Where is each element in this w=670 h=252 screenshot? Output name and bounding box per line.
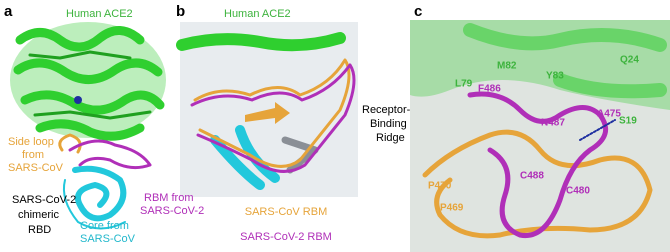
rbm-label: SARS-CoV-2 xyxy=(140,205,204,217)
receptor-label: Human ACE2 xyxy=(224,8,291,20)
residue-label: Q24 xyxy=(620,55,639,66)
ridge-label: Receptor- xyxy=(362,104,411,116)
rbm-label: RBM from xyxy=(144,192,194,204)
ridge-label: Binding xyxy=(370,118,407,130)
residue-label: L79 xyxy=(455,79,473,90)
panel-letter: a xyxy=(4,3,13,20)
core-label: SARS-CoV xyxy=(80,233,136,245)
residue-label: P470 xyxy=(428,181,452,192)
receptor-label: Human ACE2 xyxy=(66,8,133,20)
residue-label: Y83 xyxy=(546,71,564,82)
chimera-label: SARS-CoV-2 xyxy=(12,194,76,206)
side-loop-label: SARS-CoV xyxy=(8,162,64,174)
chimera-label: chimeric xyxy=(18,209,59,221)
residue-label: N487 xyxy=(541,118,565,129)
panel-c-structure xyxy=(410,20,670,252)
residue-label: F486 xyxy=(478,84,501,95)
residue-label: C480 xyxy=(566,186,590,197)
side-loop-label: from xyxy=(22,149,44,161)
legend-entry: SARS-CoV RBM xyxy=(245,206,328,218)
ridge-label: Ridge xyxy=(376,132,405,144)
chimera-label: RBD xyxy=(28,224,51,236)
core-label: Core from xyxy=(80,220,129,232)
panel-a-structure xyxy=(10,22,166,230)
legend-entry: SARS-CoV-2 RBM xyxy=(240,231,332,243)
residue-label: C488 xyxy=(520,171,544,182)
panel-letter: b xyxy=(176,3,185,20)
residue-label: A475 xyxy=(597,109,621,120)
side-loop-label: Side loop xyxy=(8,136,54,148)
panel-letter: c xyxy=(414,3,422,20)
panel-b-structure xyxy=(176,22,358,197)
residue-label: M82 xyxy=(497,61,517,72)
residue-label: S19 xyxy=(619,116,637,127)
residue-label: P469 xyxy=(440,203,464,214)
